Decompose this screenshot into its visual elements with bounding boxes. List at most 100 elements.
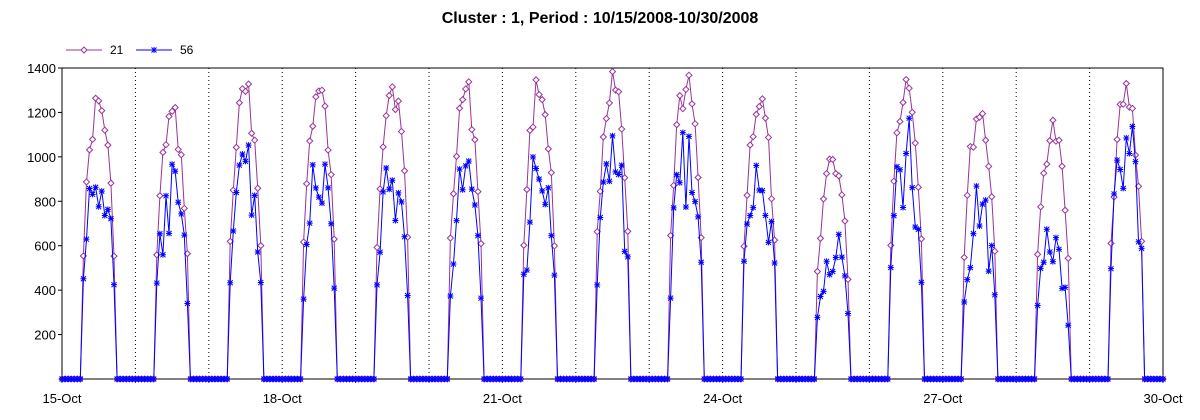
- data-point: [1019, 376, 1026, 382]
- data-point: [819, 195, 828, 203]
- data-point: [958, 376, 965, 382]
- data-point: [221, 376, 228, 382]
- data-point: [563, 376, 570, 382]
- data-point: [150, 376, 157, 382]
- data-point: [358, 376, 365, 382]
- y-tick-label: 400: [34, 283, 56, 298]
- data-point: [725, 376, 732, 382]
- data-point: [147, 376, 154, 382]
- data-point: [168, 107, 176, 116]
- data-point: [1135, 238, 1142, 245]
- data-point: [422, 376, 429, 382]
- data-point: [465, 158, 472, 165]
- data-point: [346, 376, 353, 382]
- plot-frame: [61, 67, 1164, 380]
- data-point: [1013, 376, 1020, 382]
- data-point: [539, 187, 546, 194]
- data-point: [245, 142, 252, 149]
- data-point: [529, 153, 536, 160]
- data-point: [1108, 265, 1115, 272]
- data-point: [242, 158, 249, 165]
- data-point: [755, 102, 764, 111]
- data-point: [997, 376, 1004, 382]
- x-tick-label: 21-Oct: [483, 391, 522, 406]
- data-point: [1080, 376, 1087, 382]
- data-point: [334, 376, 341, 382]
- data-point: [603, 160, 610, 167]
- data-point: [367, 376, 374, 382]
- data-point: [899, 98, 907, 107]
- data-point: [312, 93, 320, 101]
- data-point: [618, 162, 625, 169]
- data-point: [777, 376, 784, 382]
- data-point: [759, 187, 766, 194]
- data-point: [82, 178, 91, 186]
- data-point: [1089, 376, 1096, 382]
- data-point: [536, 176, 543, 183]
- data-point: [322, 161, 329, 168]
- data-point: [649, 376, 656, 382]
- data-point: [89, 191, 96, 198]
- y-tick-label: 1000: [27, 150, 56, 165]
- data-point: [679, 104, 687, 113]
- data-point: [1028, 376, 1035, 382]
- y-tick-label: 200: [34, 328, 56, 343]
- data-point: [841, 217, 849, 225]
- data-point: [802, 376, 809, 382]
- data-point: [416, 376, 423, 382]
- data-point: [389, 177, 396, 184]
- data-point: [1049, 258, 1056, 265]
- data-point: [566, 376, 573, 382]
- data-point: [181, 232, 188, 239]
- data-point: [266, 376, 273, 382]
- series-56: [59, 115, 1166, 382]
- data-point: [190, 376, 197, 382]
- data-point: [640, 376, 647, 382]
- data-point: [85, 146, 94, 154]
- data-point: [254, 184, 262, 192]
- data-point: [450, 261, 457, 268]
- data-point: [1046, 136, 1054, 145]
- data-point: [321, 102, 329, 110]
- series-line: [62, 118, 1163, 380]
- data-point: [578, 376, 585, 382]
- data-point: [1092, 376, 1099, 382]
- data-point: [526, 219, 533, 226]
- data-point: [1058, 162, 1066, 170]
- data-point: [285, 376, 292, 382]
- data-point: [1098, 376, 1105, 382]
- data-point: [952, 376, 959, 382]
- data-point: [477, 295, 484, 302]
- data-point: [276, 376, 283, 382]
- data-point: [270, 376, 277, 382]
- data-point: [327, 170, 335, 179]
- data-point: [704, 376, 711, 382]
- data-point: [104, 141, 112, 149]
- legend-label: 56: [180, 43, 194, 57]
- data-point: [848, 376, 855, 382]
- data-point: [377, 249, 384, 256]
- data-point: [756, 187, 763, 194]
- data-point: [1064, 254, 1072, 263]
- data-point: [361, 376, 368, 382]
- data-point: [404, 292, 411, 299]
- data-point: [294, 376, 301, 382]
- data-point: [193, 376, 200, 382]
- data-point: [771, 259, 778, 266]
- data-point: [667, 295, 674, 302]
- data-point: [600, 179, 607, 186]
- data-point: [796, 376, 803, 382]
- data-point: [496, 376, 503, 382]
- data-point: [906, 115, 913, 122]
- data-point: [453, 217, 460, 224]
- data-point: [740, 242, 748, 250]
- data-point: [967, 264, 974, 271]
- data-point: [156, 230, 163, 237]
- data-point: [300, 296, 307, 303]
- data-point: [679, 129, 686, 136]
- data-point: [841, 272, 848, 279]
- data-point: [435, 376, 442, 382]
- data-point: [544, 145, 552, 153]
- data-point: [615, 171, 622, 178]
- data-point: [1122, 79, 1131, 88]
